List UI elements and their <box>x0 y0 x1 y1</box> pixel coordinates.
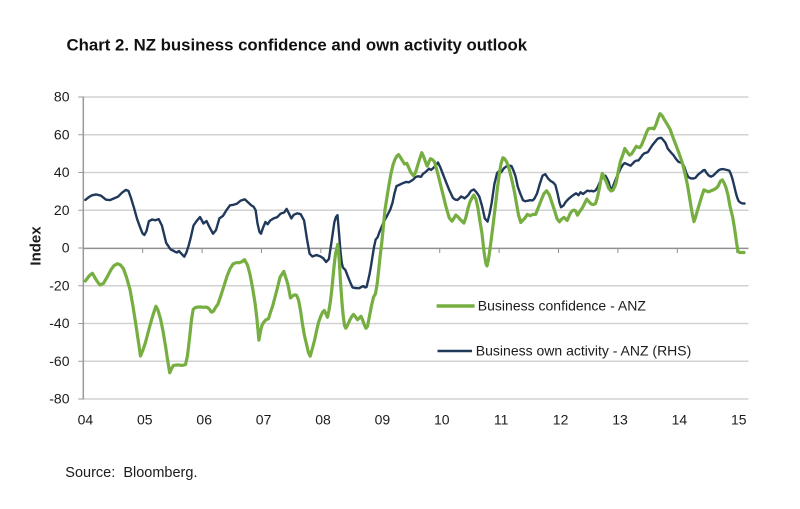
svg-text:80: 80 <box>54 89 70 105</box>
svg-text:-20: -20 <box>49 277 69 293</box>
svg-text:60: 60 <box>54 126 70 142</box>
svg-text:12: 12 <box>553 412 569 428</box>
svg-text:11: 11 <box>494 412 509 428</box>
svg-text:Source: Bloomberg.: Source: Bloomberg. <box>65 465 197 481</box>
svg-text:04: 04 <box>78 412 94 428</box>
svg-text:-80: -80 <box>49 391 69 407</box>
svg-text:07: 07 <box>256 412 272 428</box>
svg-text:10: 10 <box>434 412 450 428</box>
svg-text:20: 20 <box>54 202 70 218</box>
svg-text:Chart 2. NZ business confidenc: Chart 2. NZ business confidence and own … <box>67 36 528 55</box>
svg-text:14: 14 <box>672 412 688 428</box>
svg-text:06: 06 <box>196 412 212 428</box>
svg-text:13: 13 <box>612 412 628 428</box>
svg-text:Index: Index <box>28 226 45 266</box>
svg-text:40: 40 <box>54 164 70 180</box>
svg-text:Business own activity - ANZ (R: Business own activity - ANZ (RHS) <box>476 343 692 359</box>
svg-text:0: 0 <box>62 240 70 256</box>
svg-text:05: 05 <box>137 412 153 428</box>
svg-text:09: 09 <box>375 412 391 428</box>
svg-text:-40: -40 <box>49 315 69 331</box>
svg-text:Business confidence - ANZ: Business confidence - ANZ <box>478 298 647 314</box>
svg-text:08: 08 <box>315 412 331 428</box>
svg-text:-60: -60 <box>49 353 69 369</box>
svg-text:15: 15 <box>731 412 747 428</box>
